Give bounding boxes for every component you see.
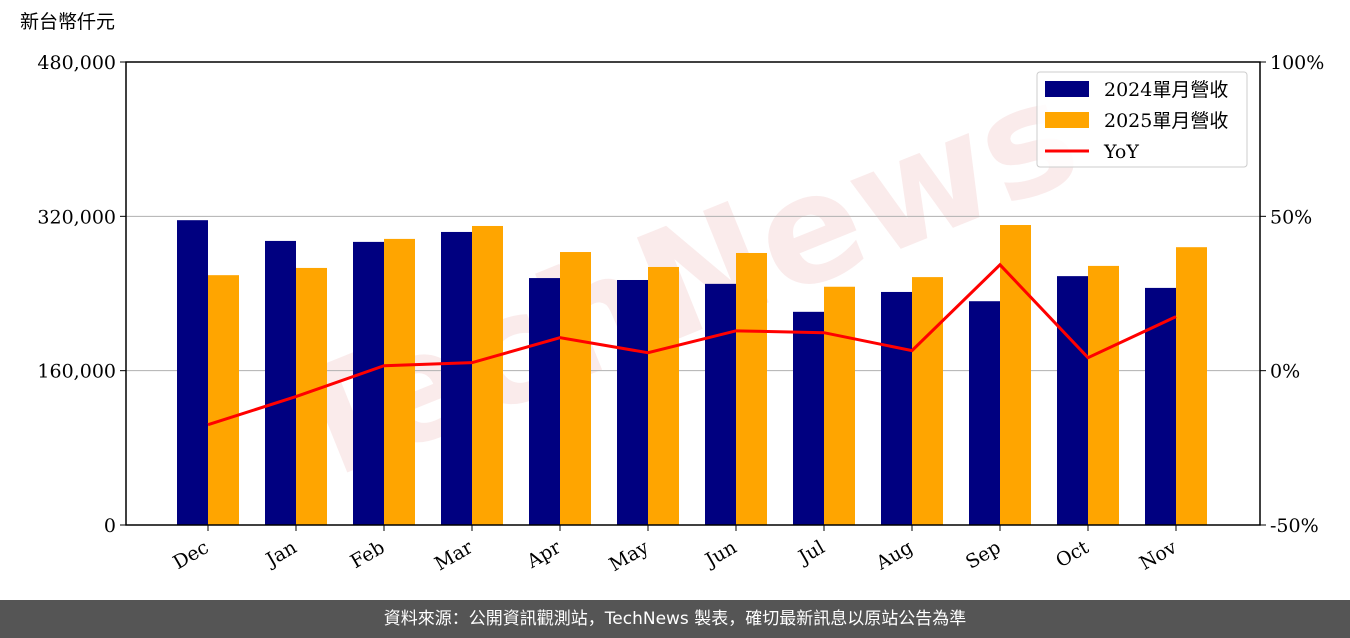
legend-swatch: [1045, 81, 1089, 97]
bar: [353, 241, 384, 526]
bar: [472, 225, 503, 525]
y-tick-label: 480,000: [37, 52, 116, 74]
x-tick-label: Oct: [1052, 536, 1093, 572]
legend-label: 2024單月營收: [1104, 79, 1228, 101]
bar: [296, 267, 327, 525]
y2-tick-label: 0%: [1270, 361, 1300, 383]
bar: [1176, 247, 1207, 525]
bar: [208, 275, 239, 525]
bar: [736, 252, 767, 526]
x-tick-label: Dec: [169, 536, 212, 574]
bar: [969, 301, 1000, 525]
x-tick-label: Feb: [347, 536, 389, 573]
bar: [705, 283, 736, 525]
y-tick-label: 0: [104, 515, 116, 537]
bar: [617, 279, 648, 525]
y-tick-label: 320,000: [37, 206, 116, 228]
bar: [881, 291, 912, 525]
legend-label: 2025單月營收: [1104, 110, 1228, 132]
x-tick-label: Nov: [1136, 536, 1181, 575]
x-tick-label: Jul: [793, 536, 828, 569]
y2-tick-label: 100%: [1270, 52, 1324, 74]
bar: [177, 220, 208, 526]
bar: [265, 240, 296, 525]
legend: 2024單月營收 2025單月營收 YoY: [1036, 71, 1248, 168]
y-tick-label: 160,000: [37, 361, 116, 383]
plot-frame: [125, 61, 1261, 526]
bar: [912, 277, 943, 525]
x-tick-label: May: [606, 536, 653, 576]
bar: [529, 278, 560, 525]
bar: [1088, 265, 1119, 525]
bar: [824, 286, 855, 525]
bar: [648, 266, 679, 525]
x-tick-label: Mar: [431, 536, 477, 575]
legend-swatch: [1045, 112, 1089, 128]
bar: [793, 311, 824, 525]
bar: [384, 238, 415, 525]
bar: [560, 252, 591, 525]
chart: 新台幣仟元 TechNews 0160,000320,000480,000-50…: [20, 11, 1324, 576]
unit-label: 新台幣仟元: [20, 11, 115, 33]
x-tick-label: Jan: [261, 536, 301, 572]
legend-box: [1036, 71, 1248, 168]
x-tick-label: Apr: [522, 536, 565, 573]
y2-tick-label: 50%: [1270, 206, 1312, 228]
y2-tick-label: -50%: [1270, 515, 1319, 537]
x-tick-label: Sep: [962, 536, 1005, 573]
bar: [441, 231, 472, 525]
legend-label: YoY: [1103, 141, 1139, 163]
yoy-line: [207, 262, 1177, 427]
bar: [1000, 225, 1031, 525]
bar: [1057, 276, 1088, 525]
x-tick-label: Jun: [700, 536, 741, 572]
x-tick-label: Aug: [872, 536, 917, 575]
footer: 資料來源：公開資訊觀測站，TechNews 製表，確切最新訊息以原站公告為準: [0, 600, 1350, 638]
